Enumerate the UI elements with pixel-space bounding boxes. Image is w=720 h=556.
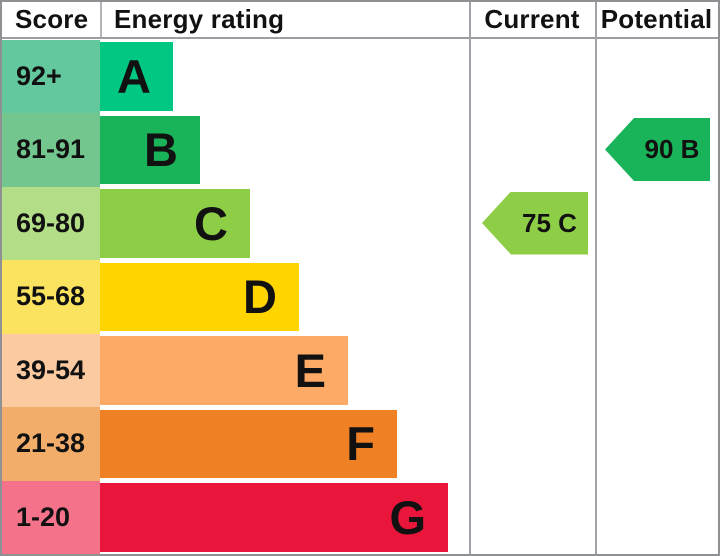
band-bar-c: C	[100, 189, 250, 258]
band-letter: F	[346, 417, 375, 471]
band-score-b: 81-91	[2, 113, 100, 187]
current-rating-arrow: 75 C	[482, 191, 588, 255]
header-divider-line	[2, 37, 718, 39]
band-bar-f: F	[100, 409, 397, 478]
band-score-g: 1-20	[2, 480, 100, 554]
band-letter: E	[294, 343, 326, 397]
potential-rating-arrow: 90 B	[605, 118, 710, 181]
band-bar-d: D	[100, 262, 299, 331]
band-letter: C	[194, 196, 228, 250]
current-column-divider-line	[469, 2, 471, 554]
band-score-f: 21-38	[2, 407, 100, 481]
band-letter: G	[389, 490, 426, 544]
band-score-d: 55-68	[2, 260, 100, 334]
band-bar-g: G	[100, 483, 448, 552]
band-letter: B	[144, 123, 178, 177]
column-header-potential: Potential	[600, 4, 713, 34]
potential-column-divider-line	[595, 2, 597, 554]
column-header-current: Current	[484, 4, 580, 34]
band-score-a: 92+	[2, 39, 100, 113]
band-bar-b: B	[100, 115, 200, 184]
score-column-divider-line	[100, 2, 102, 37]
current-rating-label: 75 C	[522, 207, 577, 238]
column-header-score: Score	[15, 4, 89, 34]
band-score-c: 69-80	[2, 186, 100, 260]
band-letter: A	[117, 49, 151, 103]
band-bar-a: A	[100, 42, 173, 111]
band-score-e: 39-54	[2, 333, 100, 407]
potential-rating-label: 90 B	[644, 134, 700, 164]
column-header-energy-rating: Energy rating	[114, 4, 285, 34]
band-letter: D	[243, 270, 277, 324]
band-bar-e: E	[100, 336, 348, 405]
